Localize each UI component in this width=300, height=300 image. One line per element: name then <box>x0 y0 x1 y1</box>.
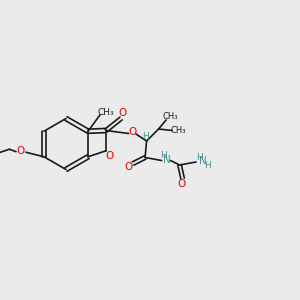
Text: O: O <box>16 146 25 156</box>
Text: O: O <box>106 151 114 161</box>
Text: H: H <box>204 161 211 170</box>
Text: O: O <box>118 108 127 118</box>
Text: CH₃: CH₃ <box>170 126 186 135</box>
Text: N: N <box>200 156 207 167</box>
Text: O: O <box>124 161 133 172</box>
Text: H: H <box>142 132 148 141</box>
Text: H: H <box>196 153 202 162</box>
Text: H: H <box>160 152 167 160</box>
Text: O: O <box>128 127 136 137</box>
Text: CH₃: CH₃ <box>98 108 114 117</box>
Text: O: O <box>177 179 185 189</box>
Text: N: N <box>163 155 171 165</box>
Text: CH₃: CH₃ <box>163 112 178 122</box>
